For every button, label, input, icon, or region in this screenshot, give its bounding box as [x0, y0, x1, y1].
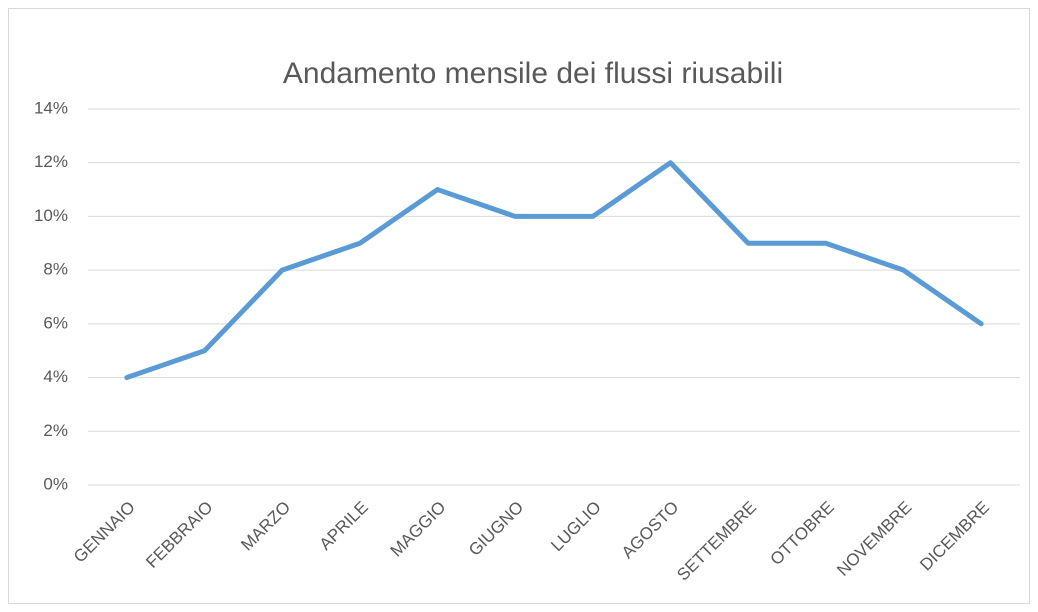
y-tick-label: 14% [34, 98, 68, 117]
y-tick-label: 2% [43, 421, 68, 440]
y-tick-label: 6% [43, 313, 68, 332]
chart-border [8, 8, 1030, 604]
y-tick-label: 8% [43, 260, 68, 279]
y-tick-label: 4% [43, 367, 68, 386]
y-tick-label: 10% [34, 206, 68, 225]
data-line [124, 160, 984, 381]
y-tick-label: 12% [34, 152, 68, 171]
chart-title: Andamento mensile dei flussi riusabili [283, 57, 783, 90]
y-tick-label: 0% [43, 474, 68, 493]
